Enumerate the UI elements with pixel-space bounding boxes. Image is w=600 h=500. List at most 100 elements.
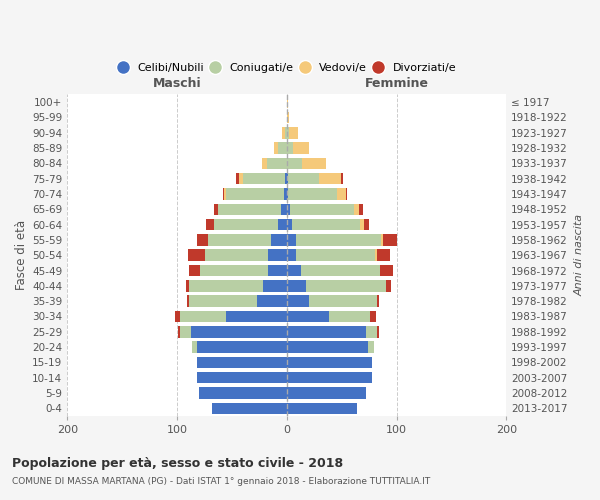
Bar	[341, 173, 343, 184]
Bar	[187, 296, 189, 307]
Bar	[224, 188, 226, 200]
Bar	[380, 265, 394, 276]
Bar	[364, 219, 369, 230]
Bar	[374, 250, 377, 261]
Bar	[226, 188, 284, 200]
Bar	[287, 265, 301, 276]
Bar	[274, 142, 278, 154]
Text: Maschi: Maschi	[153, 77, 202, 90]
Bar	[284, 188, 287, 200]
Bar	[287, 296, 309, 307]
Bar	[386, 280, 391, 291]
Bar	[175, 310, 181, 322]
Bar	[296, 234, 381, 245]
Bar	[288, 188, 337, 200]
Bar	[377, 250, 390, 261]
Bar	[284, 173, 287, 184]
Bar	[302, 158, 326, 169]
Bar	[287, 127, 289, 138]
Bar	[309, 296, 377, 307]
Bar	[368, 342, 374, 353]
Bar	[178, 326, 181, 338]
Bar	[288, 173, 319, 184]
Bar	[287, 188, 288, 200]
Bar	[243, 173, 284, 184]
Bar	[239, 173, 243, 184]
Bar	[287, 142, 293, 154]
Bar	[226, 310, 287, 322]
Legend: Celibi/Nubili, Coniugati/e, Vedovi/e, Divorziati/e: Celibi/Nubili, Coniugati/e, Vedovi/e, Di…	[113, 58, 461, 78]
Bar	[197, 356, 287, 368]
Bar	[223, 188, 224, 200]
Bar	[200, 265, 268, 276]
Bar	[366, 326, 377, 338]
Bar	[337, 188, 346, 200]
Bar	[212, 402, 287, 414]
Bar	[319, 173, 341, 184]
Bar	[287, 173, 288, 184]
Bar	[354, 204, 359, 215]
Bar	[287, 96, 288, 108]
Bar	[346, 188, 347, 200]
Y-axis label: Fasce di età: Fasce di età	[15, 220, 28, 290]
Bar	[189, 265, 200, 276]
Bar	[296, 250, 374, 261]
Bar	[191, 326, 287, 338]
Bar	[257, 296, 287, 307]
Bar	[206, 219, 214, 230]
Bar	[214, 219, 278, 230]
Bar	[197, 234, 208, 245]
Bar	[218, 204, 281, 215]
Bar	[236, 173, 239, 184]
Text: Femmine: Femmine	[365, 77, 428, 90]
Bar	[377, 326, 379, 338]
Bar	[197, 372, 287, 384]
Bar	[271, 234, 287, 245]
Bar	[287, 204, 290, 215]
Bar	[381, 234, 383, 245]
Text: COMUNE DI MASSA MARTANA (PG) - Dati ISTAT 1° gennaio 2018 - Elaborazione TUTTITA: COMUNE DI MASSA MARTANA (PG) - Dati ISTA…	[12, 478, 430, 486]
Bar	[188, 250, 205, 261]
Bar	[287, 326, 366, 338]
Bar	[287, 388, 366, 399]
Bar	[214, 204, 218, 215]
Bar	[278, 219, 287, 230]
Bar	[292, 219, 361, 230]
Bar	[287, 342, 368, 353]
Bar	[293, 142, 309, 154]
Bar	[267, 158, 287, 169]
Bar	[383, 234, 397, 245]
Bar	[301, 265, 380, 276]
Bar	[370, 310, 376, 322]
Bar	[287, 158, 302, 169]
Bar	[283, 127, 284, 138]
Bar	[278, 142, 287, 154]
Bar	[361, 219, 364, 230]
Bar	[305, 280, 386, 291]
Bar	[287, 402, 357, 414]
Bar	[287, 112, 289, 123]
Bar	[290, 204, 354, 215]
Bar	[281, 204, 287, 215]
Bar	[189, 296, 257, 307]
Bar	[287, 280, 305, 291]
Bar	[287, 250, 296, 261]
Bar	[287, 310, 329, 322]
Bar	[186, 280, 189, 291]
Bar	[287, 356, 373, 368]
Bar	[268, 265, 287, 276]
Bar	[329, 310, 370, 322]
Y-axis label: Anni di nascita: Anni di nascita	[575, 214, 585, 296]
Bar	[287, 219, 292, 230]
Bar	[208, 234, 271, 245]
Bar	[377, 296, 379, 307]
Bar	[287, 234, 296, 245]
Text: Popolazione per età, sesso e stato civile - 2018: Popolazione per età, sesso e stato civil…	[12, 458, 343, 470]
Bar	[193, 342, 197, 353]
Bar	[263, 280, 287, 291]
Bar	[359, 204, 362, 215]
Bar	[287, 372, 373, 384]
Bar	[197, 342, 287, 353]
Bar	[262, 158, 267, 169]
Bar	[289, 127, 298, 138]
